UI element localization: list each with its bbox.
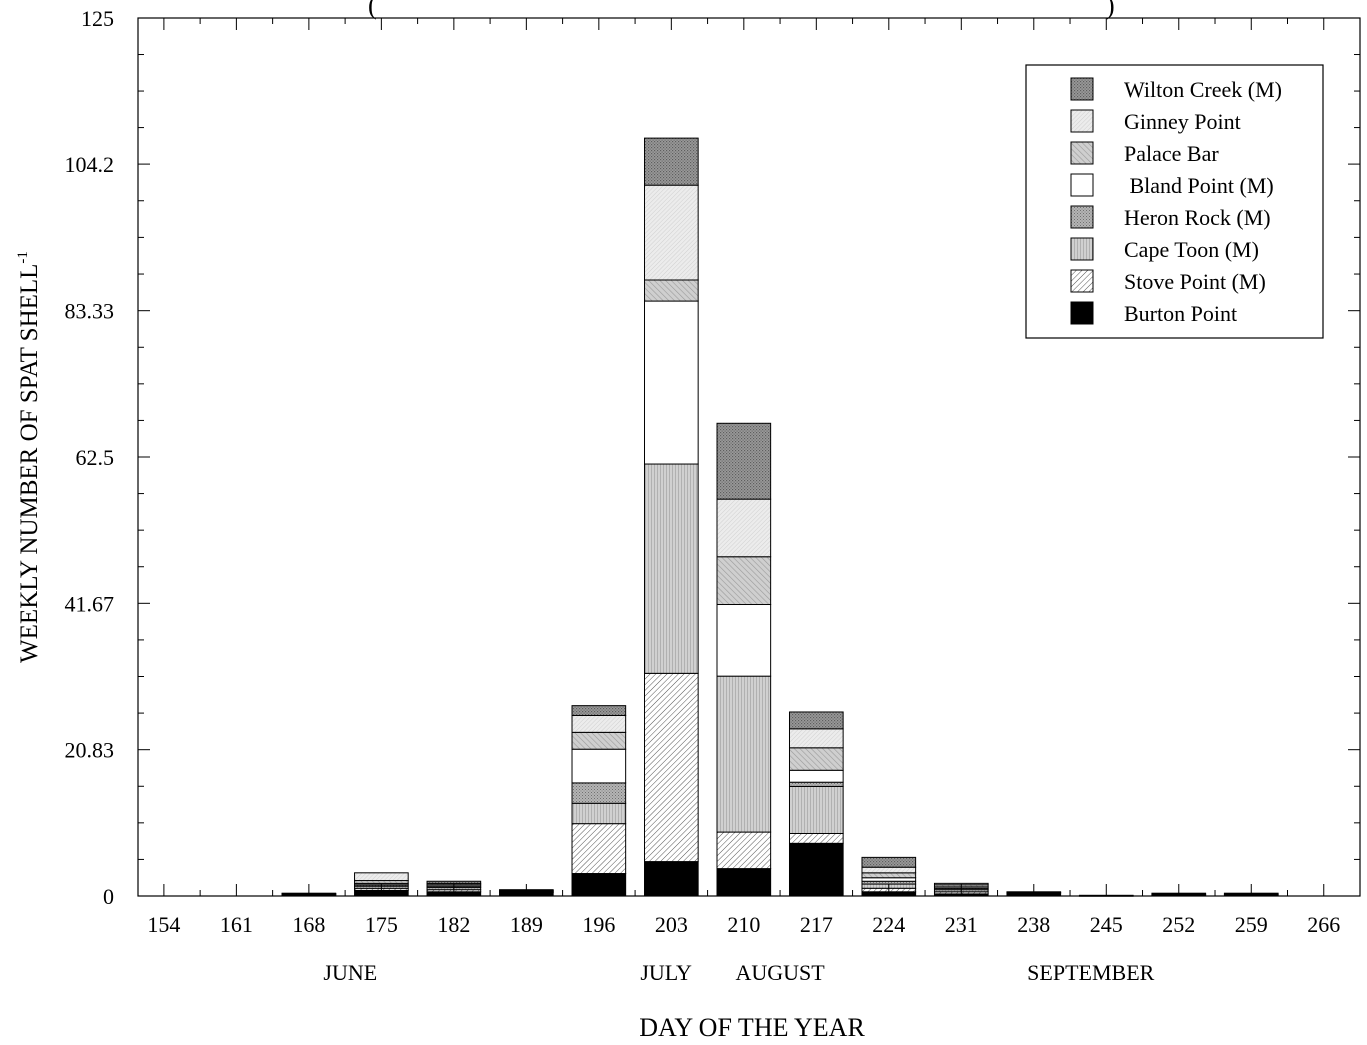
bar-bland-point-m-224: [861, 877, 917, 882]
x-tick-label: 182: [437, 912, 470, 937]
y-tick-label: 41.67: [65, 591, 115, 616]
y-tick-label: 125: [81, 6, 114, 31]
x-tick-label: 189: [510, 912, 543, 937]
bar-wilton-creek-m-224: [861, 856, 917, 868]
legend-swatch-wilton-creek-m: [1070, 77, 1094, 101]
legend-box: [1025, 64, 1324, 339]
x-tick-label: 217: [800, 912, 833, 937]
bar-wilton-creek-m-196: [571, 705, 627, 716]
axis-layer: 0 20.83 41.67 62.5 83.33 104.2 125 154 161 168 175…: [65, 6, 1360, 985]
x-tick-label: 154: [147, 912, 180, 937]
bar-stove-point-m-210: [716, 831, 772, 870]
bar-ginney-point-210: [716, 498, 772, 558]
bar-ginney-point-217: [788, 728, 844, 749]
y-tick-label: 20.83: [65, 738, 115, 763]
legend-label-ginney-point: Ginney Point: [1124, 109, 1241, 134]
bar-cape-toon-m-210: [716, 675, 772, 833]
x-tick-label: 168: [292, 912, 325, 937]
x-tick-label: 224: [872, 912, 905, 937]
legend-swatch-heron-rock-m: [1070, 205, 1094, 229]
x-tick-label: 210: [727, 912, 760, 937]
bar-stove-point-m-203: [644, 672, 699, 863]
x-tick-label: 175: [365, 912, 398, 937]
bar-cape-toon-m-203: [644, 463, 699, 674]
month-label-july: JULY: [640, 960, 692, 985]
x-tick-label: 238: [1017, 912, 1050, 937]
x-tick-label: 231: [945, 912, 978, 937]
legend-label-palace-bar: Palace Bar: [1124, 141, 1219, 166]
month-label-september: SEPTEMBER: [1027, 960, 1154, 985]
bar-ginney-point-175: [354, 872, 409, 882]
bar-wilton-creek-m-182: [426, 880, 482, 884]
bar-ginney-point-203: [644, 184, 699, 281]
bar-palace-bar-224: [861, 872, 917, 879]
y-axis-label-sup: -1: [15, 251, 31, 264]
x-tick-label: 161: [220, 912, 253, 937]
legend-label-bland-point-m: Bland Point (M): [1124, 173, 1274, 198]
x-tick-label: 252: [1162, 912, 1195, 937]
title-fragment-left: (: [368, 0, 377, 20]
y-axis-label: WEEKLY NUMBER OF SPAT SHELL-1: [15, 251, 43, 663]
legend-swatch-bland-point-m: [1070, 173, 1094, 197]
bar-palace-bar-203: [644, 279, 699, 302]
legend-label-burton-point: Burton Point: [1124, 301, 1237, 326]
x-tick-label: 245: [1090, 912, 1123, 937]
month-label-august: AUGUST: [735, 960, 825, 985]
bar-bland-point-m-217: [788, 769, 844, 783]
legend-label-cape-toon-m: Cape Toon (M): [1124, 237, 1259, 262]
x-tick-label: 266: [1307, 912, 1340, 937]
x-axis-label: DAY OF THE YEAR: [639, 1013, 865, 1040]
bar-bland-point-m-210: [716, 604, 772, 677]
bar-palace-bar-210: [716, 556, 772, 606]
bar-stove-point-m-217: [788, 832, 844, 844]
legend-swatch-cape-toon-m: [1070, 237, 1094, 261]
y-tick-label: 104.2: [65, 152, 115, 177]
bar-heron-rock-m-217: [788, 781, 844, 787]
bar-bland-point-m-196: [571, 748, 627, 784]
bar-bland-point-m-203: [644, 300, 699, 465]
bar-cape-toon-m-217: [788, 785, 844, 834]
bar-wilton-creek-m-203: [644, 137, 699, 186]
y-tick-label: 62.5: [76, 445, 115, 470]
bar-cape-toon-m-196: [571, 802, 627, 825]
legend-label-stove-point-m: Stove Point (M): [1124, 269, 1266, 294]
bar-palace-bar-196: [571, 731, 627, 750]
bar-stove-point-m-196: [571, 823, 627, 875]
plot-frame: [137, 17, 1361, 897]
y-tick-label: 0: [103, 884, 114, 909]
y-tick-label: 83.33: [65, 299, 115, 324]
bar-ginney-point-224: [861, 866, 917, 874]
bar-palace-bar-217: [788, 747, 844, 771]
x-tick-label: 196: [582, 912, 615, 937]
legend-swatch-palace-bar: [1070, 141, 1094, 165]
bar-wilton-creek-m-210: [716, 422, 772, 500]
legend-label-heron-rock-m: Heron Rock (M): [1124, 205, 1271, 230]
month-label-june: JUNE: [323, 960, 377, 985]
legend-swatch-burton-point: [1070, 301, 1094, 325]
legend: Wilton Creek (M) Ginney Point Palace Bar B…: [1025, 64, 1324, 339]
legend-label-wilton-creek-m: Wilton Creek (M): [1124, 77, 1282, 102]
legend-swatch-ginney-point: [1070, 109, 1094, 133]
x-tick-label: 259: [1235, 912, 1268, 937]
legend-swatch-stove-point-m: [1070, 269, 1094, 293]
title-fragment-right: ): [1106, 0, 1115, 20]
bar-wilton-creek-m-217: [788, 711, 844, 730]
bar-heron-rock-m-196: [571, 782, 627, 804]
x-tick-label: 203: [655, 912, 688, 937]
bar-ginney-point-196: [571, 714, 627, 733]
